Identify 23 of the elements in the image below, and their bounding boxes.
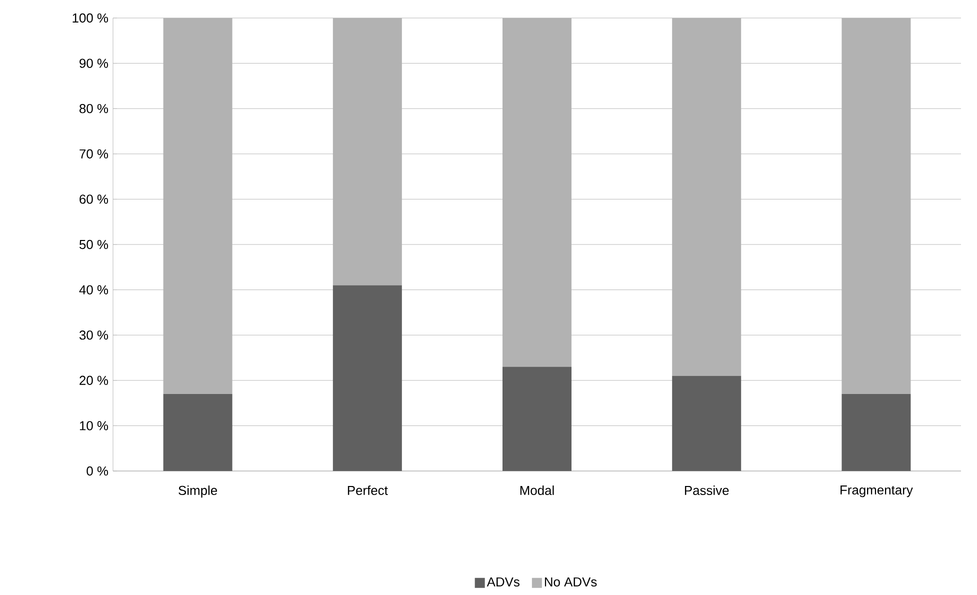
y-tick-label: 40 %: [79, 285, 108, 294]
bar: [163, 394, 232, 471]
y-tick-label: 80 %: [80, 104, 108, 114]
legend-label: ADVs: [486, 577, 520, 586]
x-tick-label: Fragmentary: [840, 486, 913, 498]
y-tick-label: 90 %: [80, 58, 108, 68]
x-tick-label: Passive: [684, 486, 729, 496]
x-tick-label: Modal: [520, 486, 554, 496]
x-tick-label: Simple: [178, 486, 218, 498]
x-tick-label: Perfect: [348, 486, 388, 496]
y-tick-label: 50 %: [79, 240, 108, 250]
y-tick-label: 10 %: [80, 421, 108, 430]
y-tick-label: 0 %: [86, 466, 108, 476]
y-tick-label: 70 %: [80, 149, 108, 158]
y-tick-label: 20 %: [80, 376, 108, 385]
bar: [672, 376, 742, 471]
bar: [842, 394, 911, 471]
y-tick-label: 30 %: [79, 330, 108, 340]
y-tick-label: 100 %: [72, 13, 108, 23]
y-tick-label: 60 %: [80, 194, 108, 204]
bar: [332, 285, 402, 471]
legend-label: No ADVs: [544, 577, 597, 586]
bar: [502, 366, 572, 471]
